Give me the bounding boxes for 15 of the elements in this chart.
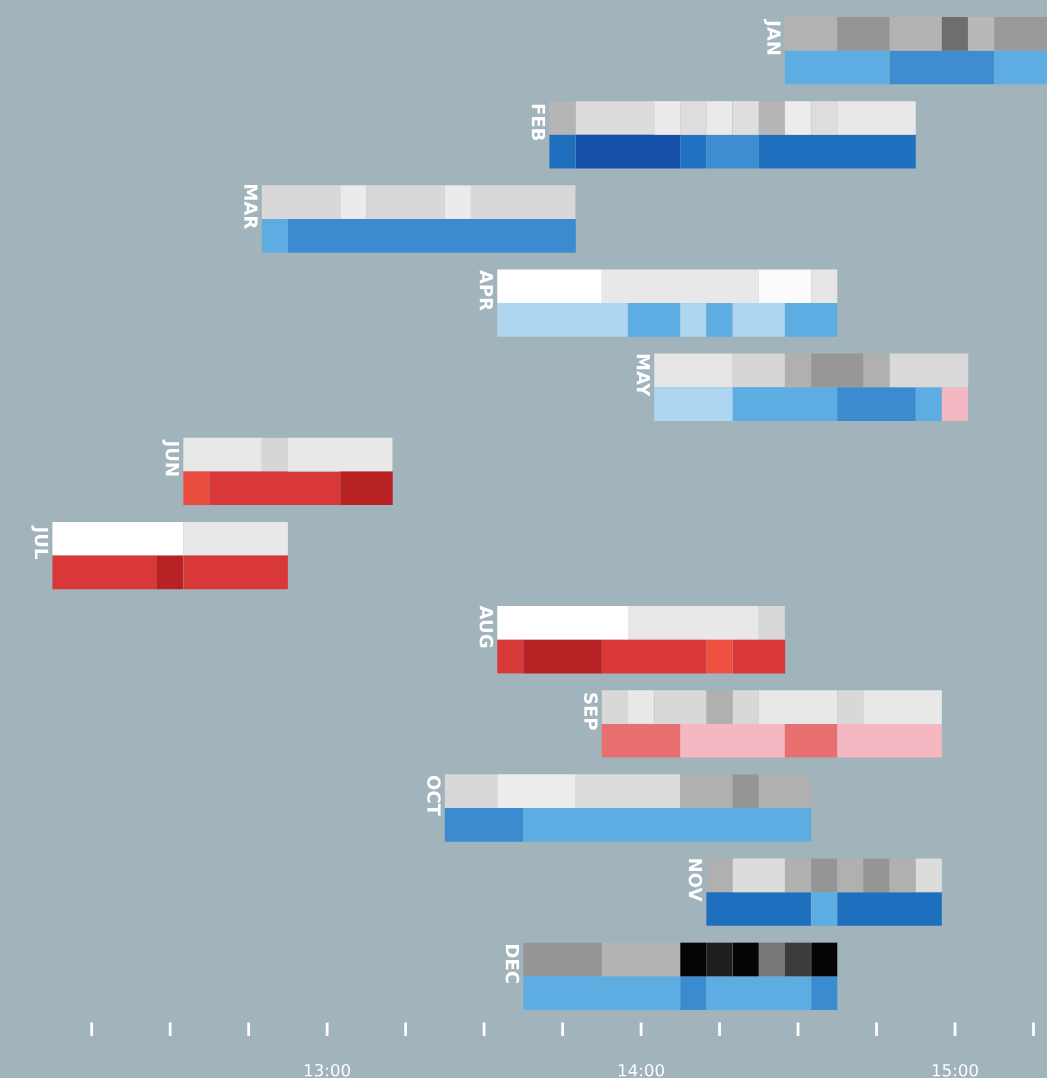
y-tick-label: MAY xyxy=(636,354,650,397)
y-tick-label: JUN xyxy=(162,439,180,476)
y-tick-label: OCT xyxy=(427,775,441,816)
x-tick-label: 15:00 xyxy=(932,1063,978,1077)
y-tick-label: JUL xyxy=(31,525,49,559)
y-tick-label: SEP xyxy=(584,693,598,730)
x-tick-label: 14:00 xyxy=(618,1063,664,1077)
x-tick-label: 13:00 xyxy=(304,1063,351,1077)
y-tick-label: AUG xyxy=(479,605,494,648)
y-tick-label: APR xyxy=(479,270,493,311)
y-tick-label: MAR xyxy=(244,185,258,229)
y-tick-label: FEB xyxy=(531,104,546,141)
y-tick-label: DEC xyxy=(505,945,520,983)
y-tick-label: NOV xyxy=(688,859,703,902)
y-tick-label: JAN xyxy=(763,19,781,55)
